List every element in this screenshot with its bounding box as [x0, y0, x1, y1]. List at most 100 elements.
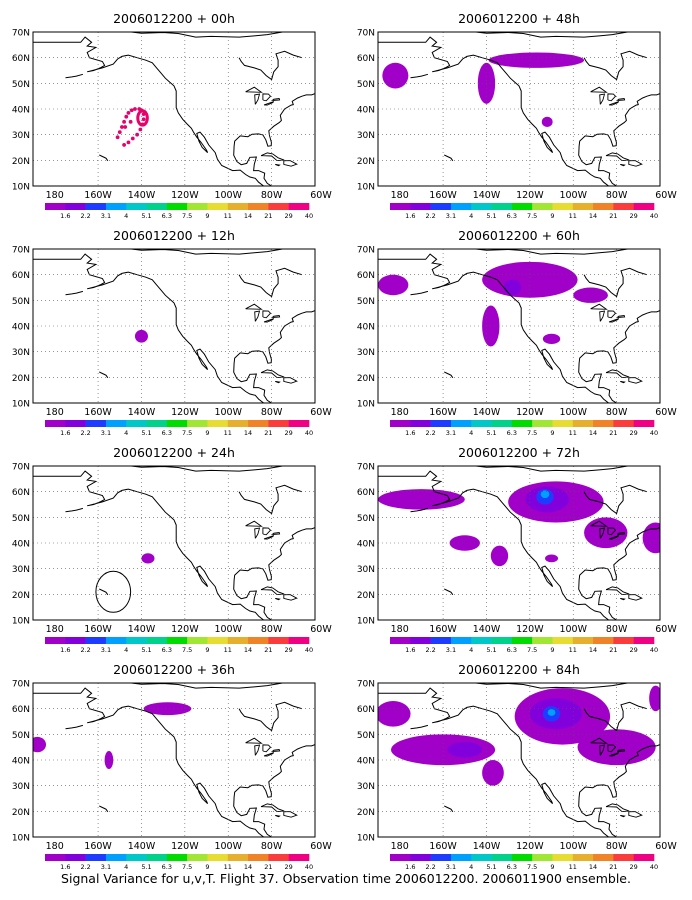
variance-contour: [542, 333, 561, 344]
colorbar-swatch: [268, 203, 289, 210]
variance-contour: [490, 545, 509, 567]
colorbar-label: 29: [630, 863, 638, 871]
coastline: [238, 701, 303, 732]
observation-point: [115, 135, 120, 140]
lat-tick-label: 30N: [357, 348, 375, 358]
coastline: [410, 73, 429, 79]
coastline: [126, 683, 283, 689]
coastline: [628, 377, 643, 384]
colorbar-swatch: [288, 203, 310, 210]
coastline: [254, 310, 261, 322]
map-area: [378, 466, 660, 620]
colorbar-swatch: [613, 637, 634, 644]
lat-tick-label: 20N: [12, 157, 30, 167]
observation-point: [122, 119, 127, 124]
colorbar-swatch: [633, 637, 655, 644]
colorbar-swatch: [227, 854, 249, 861]
colorbar-label: 40: [305, 863, 313, 871]
lon-tick-label: 60W: [655, 190, 677, 201]
coastline: [378, 36, 609, 186]
lat-tick-label: 60N: [12, 54, 30, 64]
coastline: [262, 310, 272, 319]
colorbar-swatch: [227, 420, 249, 427]
map-panel: 2006012200 + 84h 70N 60N 50N 40N 30N 20N 10N 180…: [357, 662, 678, 871]
coastline: [410, 724, 429, 730]
lat-tick-label: 10N: [357, 400, 375, 410]
lat-tick-label: 20N: [357, 157, 375, 167]
lat-tick-label: 20N: [12, 374, 30, 384]
coastline: [471, 249, 628, 255]
lat-tick-label: 60N: [12, 271, 30, 281]
observation-point: [126, 140, 131, 145]
colorbar-swatch: [146, 854, 168, 861]
colorbar-swatch: [572, 420, 594, 427]
lon-tick-label: 120W: [516, 841, 544, 852]
colorbar-label: 2.2: [80, 212, 90, 220]
colorbar-label: 1.6: [60, 646, 70, 654]
map-area: [33, 466, 315, 620]
lon-tick-label: 80W: [261, 190, 283, 201]
colorbar-swatch: [105, 854, 127, 861]
map-area: [33, 249, 315, 403]
observation-point: [129, 108, 134, 113]
colorbar-label: 3.1: [446, 646, 456, 654]
colorbar-label: 29: [285, 863, 293, 871]
lon-tick-label: 160W: [429, 841, 457, 852]
lat-tick-label: 10N: [12, 183, 30, 193]
lat-tick-label: 50N: [12, 80, 30, 90]
coastline: [583, 50, 648, 81]
coastline: [628, 594, 643, 601]
colorbar-label: 14: [244, 212, 252, 220]
colorbar-swatch: [248, 203, 269, 210]
variance-contour: [33, 736, 47, 753]
colorbar-label: 14: [244, 863, 252, 871]
colorbar-label: 6.3: [162, 212, 172, 220]
coastline: [590, 86, 608, 93]
colorbar-swatch: [85, 203, 107, 210]
lat-tick-label: 10N: [357, 617, 375, 627]
colorbar-swatch: [105, 637, 127, 644]
lat-tick-label: 10N: [12, 400, 30, 410]
coastline: [607, 527, 617, 536]
colorbar-swatch: [613, 854, 634, 861]
colorbar-swatch: [45, 854, 66, 861]
colorbar-label: 4: [124, 863, 128, 871]
lat-tick-label: 50N: [357, 514, 375, 524]
colorbar-label: 3.1: [446, 212, 456, 220]
colorbar-label: 29: [285, 212, 293, 220]
colorbar-swatch: [85, 854, 107, 861]
colorbar-swatch: [491, 854, 513, 861]
region-outline: [95, 570, 132, 613]
colorbar-label: 7.5: [182, 863, 192, 871]
coastline: [608, 535, 620, 540]
colorbar-label: 5.1: [141, 429, 151, 437]
coastline: [617, 315, 626, 318]
variance-contour: [541, 116, 553, 127]
panel-title: 2006012200 + 48h: [458, 11, 580, 26]
lat-tick-label: 20N: [357, 591, 375, 601]
colorbar-label: 6.3: [507, 429, 517, 437]
panel-title: 2006012200 + 60h: [458, 228, 580, 243]
map-frame: [32, 31, 316, 187]
coastline: [590, 303, 608, 310]
colorbar-swatch: [450, 203, 472, 210]
lat-tick-label: 30N: [12, 348, 30, 358]
colorbar-swatch: [552, 637, 574, 644]
colorbar-label: 6.3: [507, 646, 517, 654]
colorbar-swatch: [532, 637, 553, 644]
variance-contour: [378, 274, 409, 296]
lat-tick-label: 60N: [357, 705, 375, 715]
colorbar-swatch: [450, 854, 472, 861]
colorbar-swatch: [248, 420, 269, 427]
colorbar-label: 5.1: [141, 646, 151, 654]
coastline: [260, 369, 285, 379]
coastline: [263, 101, 275, 106]
lon-tick-label: 60W: [655, 841, 677, 852]
colorbar-swatch: [410, 203, 431, 210]
colorbar-swatch: [633, 203, 655, 210]
colorbar-swatch: [126, 854, 147, 861]
observation-point: [122, 143, 127, 147]
lon-tick-label: 160W: [429, 190, 457, 201]
panel-title: 2006012200 + 72h: [458, 445, 580, 460]
colorbar-label: 2.2: [80, 646, 90, 654]
